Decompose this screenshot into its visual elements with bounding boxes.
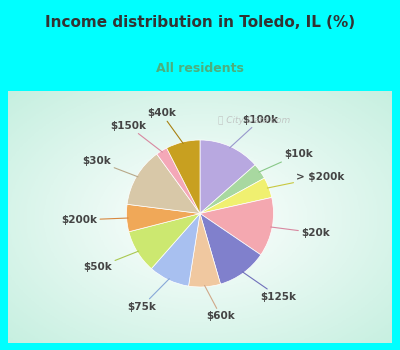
Text: $50k: $50k xyxy=(84,251,138,272)
Text: Income distribution in Toledo, IL (%): Income distribution in Toledo, IL (%) xyxy=(45,15,355,30)
Text: > $200k: > $200k xyxy=(267,172,345,188)
Text: $10k: $10k xyxy=(259,149,313,172)
Text: $20k: $20k xyxy=(271,227,330,238)
Wedge shape xyxy=(188,214,220,287)
Text: $75k: $75k xyxy=(127,279,169,312)
Wedge shape xyxy=(200,178,272,214)
Wedge shape xyxy=(126,204,200,232)
Text: $150k: $150k xyxy=(110,121,162,152)
Wedge shape xyxy=(151,214,200,286)
Text: All residents: All residents xyxy=(156,62,244,75)
Wedge shape xyxy=(167,140,200,214)
Text: $30k: $30k xyxy=(83,156,138,177)
Text: $200k: $200k xyxy=(61,215,128,225)
Wedge shape xyxy=(200,214,261,284)
Wedge shape xyxy=(200,165,264,214)
Wedge shape xyxy=(200,197,274,255)
Wedge shape xyxy=(129,214,200,269)
Text: $100k: $100k xyxy=(230,115,278,148)
Text: $60k: $60k xyxy=(204,285,235,321)
Wedge shape xyxy=(200,140,255,214)
Text: ⓘ City-Data.com: ⓘ City-Data.com xyxy=(218,116,290,125)
Text: $40k: $40k xyxy=(147,108,183,144)
Wedge shape xyxy=(127,154,200,214)
Text: $125k: $125k xyxy=(242,272,296,302)
Wedge shape xyxy=(157,148,200,214)
